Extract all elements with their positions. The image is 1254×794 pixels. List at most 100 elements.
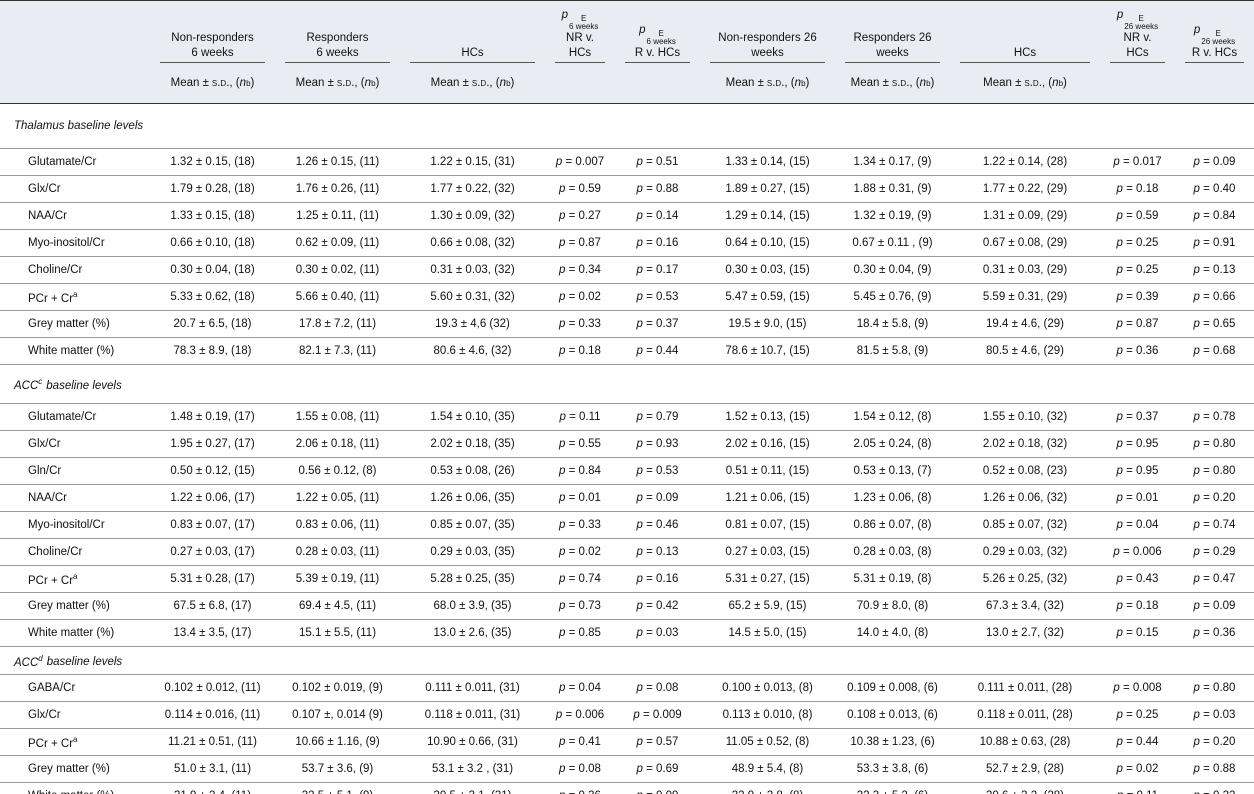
value-cell: p = 0.85	[559, 627, 601, 639]
section-title: ACCc baseline levels	[0, 365, 1254, 404]
value-cell: 32.3 ± 5.2, (6)	[835, 783, 950, 794]
p-subscript: 26 weeks	[1124, 22, 1159, 31]
value-cell: 17.8 ± 7.2, (11)	[298, 318, 377, 330]
row-label: Glx/Cr	[0, 176, 150, 203]
value-cell: p = 0.14	[636, 210, 679, 222]
value-cell: p = 0.59	[559, 183, 601, 195]
column-title: Non-responders 26 weeks	[710, 1, 825, 63]
value-cell: 48.9 ± 5.4, (8)	[731, 763, 804, 775]
value-cell: 0.113 ± 0.010, (8)	[722, 709, 813, 721]
value-cell: 5.31 ± 0.28, (17)	[170, 573, 255, 585]
sd-label: s.d.	[471, 77, 490, 89]
value-cell: p = 0.25	[1116, 709, 1159, 721]
value-cell: 1.25 ± 0.11, (11)	[296, 210, 379, 222]
data-row: Grey matter (%) 51.0 ± 3.1, (11) 53.7 ± 3.…	[0, 756, 1254, 783]
row-label-text: Glx/Cr	[28, 709, 61, 721]
open-paren: , (	[489, 77, 500, 89]
p-symbol: p	[639, 24, 646, 36]
value-cell: 5.28 ± 0.25, (35)	[430, 573, 515, 585]
section-title-text: Thalamus baseline levels	[14, 119, 144, 132]
value-cell: p = 0.27	[559, 210, 601, 222]
p-subscript: 6 weeks	[646, 37, 676, 46]
value-cell: 5.33 ± 0.62, (18)	[170, 291, 255, 303]
close-paren: )	[805, 77, 810, 89]
column-subheader: Mean ± s.d., (n b)	[150, 63, 275, 103]
column-title-line: 6 weeks	[191, 47, 234, 59]
value-cell: p = 0.93	[636, 438, 679, 450]
value-cell: 0.29 ± 0.03, (35)	[430, 546, 515, 558]
value-cell: 1.32 ± 0.19, (9)	[853, 210, 932, 222]
value-cell: p = 0.009	[633, 709, 682, 721]
n-label: n	[499, 77, 507, 89]
data-row: PCr + Cra 5.31 ± 0.28, (17) 5.39 ± 0.19, (…	[0, 566, 1254, 593]
value-cell: 78.6 ± 10.7, (15)	[725, 345, 810, 357]
value-cell: 0.31 ± 0.03, (29)	[982, 264, 1068, 276]
value-cell: 32.9 ± 3.8, (8)	[700, 783, 835, 794]
column-title-line: 6 weeks	[316, 47, 359, 59]
value-cell: p = 0.02	[559, 291, 601, 303]
value-cell: p = 0.53	[636, 291, 679, 303]
row-label: PCr + Cra	[0, 729, 150, 756]
value-cell: p = 0.65	[1193, 318, 1236, 330]
section-title-rest: baseline levels	[46, 379, 122, 392]
data-row: Myo-inositol/Cr 0.83 ± 0.07, (17) 0.83 ± 0…	[0, 512, 1254, 539]
data-row: Glutamate/Cr 1.32 ± 0.15, (18) 1.26 ± 0.15…	[0, 149, 1254, 176]
row-label: NAA/Cr	[0, 203, 150, 230]
value-cell: 1.77 ± 0.22, (32)	[430, 183, 515, 195]
value-cell: 0.118 ± 0.011, (31)	[424, 709, 521, 721]
open-paren: , (	[1041, 77, 1053, 89]
value-cell: 0.56 ± 0.12, (8)	[298, 465, 377, 477]
mean-label: Mean ±	[850, 77, 889, 89]
value-cell: p = 0.80	[1193, 438, 1236, 450]
n-label: n	[1052, 77, 1059, 89]
data-row: Choline/Cr 0.27 ± 0.03, (17) 0.28 ± 0.03, …	[0, 539, 1254, 566]
close-paren: )	[250, 77, 255, 89]
row-label-superscript: a	[73, 571, 78, 581]
column-title-line: Non-responders	[171, 32, 254, 44]
close-paren: )	[510, 77, 515, 89]
value-cell: 51.0 ± 3.1, (11)	[173, 763, 252, 775]
value-cell: p = 0.95	[1116, 465, 1159, 477]
value-cell: 18.4 ± 5.8, (9)	[856, 318, 929, 330]
value-cell: p = 0.11	[1100, 783, 1175, 794]
value-cell: 1.88 ± 0.31, (9)	[853, 183, 932, 195]
value-cell: p = 0.74	[559, 573, 601, 585]
row-label-text: PCr + Cr	[28, 292, 74, 305]
section-title: ACCd baseline levels	[0, 647, 1254, 675]
column-subheader: Mean ± s.d., (n b)	[950, 63, 1100, 103]
column-title-line: HCs	[1013, 47, 1037, 59]
value-cell: p = 0.42	[636, 600, 679, 612]
value-cell: 1.76 ± 0.26, (11)	[295, 183, 380, 195]
value-cell: 0.114 ± 0.016, (11)	[164, 709, 261, 721]
value-cell: 0.86 ± 0.07, (8)	[853, 519, 932, 531]
value-cell: 0.53 ± 0.13, (7)	[853, 465, 932, 477]
value-cell: 0.66 ± 0.10, (18)	[170, 237, 255, 249]
value-cell: p = 0.69	[636, 763, 679, 775]
value-cell: p = 0.29	[1193, 546, 1236, 558]
value-cell: p = 0.53	[636, 465, 679, 477]
sd-label: s.d.	[766, 77, 785, 89]
value-cell: 11.05 ± 0.52, (8)	[725, 736, 810, 748]
column-subheader	[545, 63, 615, 103]
value-cell: p = 0.11	[559, 411, 601, 423]
sd-label: s.d.	[891, 77, 910, 89]
value-cell: 0.30 ± 0.02, (11)	[295, 264, 380, 276]
n-label: n	[794, 77, 802, 89]
value-cell: 0.31 ± 0.03, (32)	[430, 264, 515, 276]
n-superscript: b	[246, 78, 251, 88]
value-cell: 5.31 ± 0.19, (8)	[853, 573, 932, 585]
p-label: p E 26 weeks	[1194, 23, 1235, 46]
value-cell: 1.22 ± 0.15, (31)	[430, 156, 515, 168]
value-cell: 1.26 ± 0.06, (35)	[430, 492, 515, 504]
n-superscript: b	[801, 78, 806, 88]
value-cell: 80.6 ± 4.6, (32)	[433, 345, 512, 357]
data-row: Grey matter (%) 20.7 ± 6.5, (18) 17.8 ± 7.…	[0, 311, 1254, 338]
data-row: NAA/Cr 1.22 ± 0.06, (17) 1.22 ± 0.05, (11)…	[0, 485, 1254, 512]
value-cell: 0.28 ± 0.03, (11)	[295, 546, 380, 558]
header-cell: HCs Mean ± s.d., (n b)	[400, 0, 545, 104]
header-cell: Responders 26 weeks Mean ± s.d., (n b)	[835, 0, 950, 104]
n-label: n	[919, 77, 927, 89]
row-label-text: PCr + Cr	[28, 737, 74, 750]
